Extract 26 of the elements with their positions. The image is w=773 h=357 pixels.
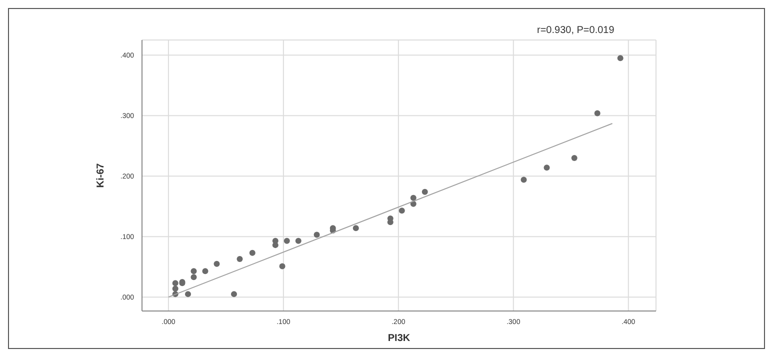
point [571,154,578,161]
point [236,256,243,262]
point [279,263,286,270]
y-axis-title: Ki-67 [96,162,107,188]
point [295,238,302,244]
point [284,238,290,244]
text: r=0.930, P=0.019 [537,25,614,36]
point [520,176,527,183]
point [594,110,600,116]
x-axis-title: PI3K [388,333,411,344]
point [398,208,405,214]
point [184,291,191,298]
point [617,55,624,62]
point [172,280,178,286]
point [190,268,197,274]
point [172,286,178,292]
point [422,188,428,195]
point [202,268,208,274]
point [230,291,237,298]
point [214,260,220,267]
point [410,194,416,201]
point [352,225,359,232]
point [314,232,320,238]
point [190,274,197,280]
point [249,250,256,256]
point [544,164,550,171]
